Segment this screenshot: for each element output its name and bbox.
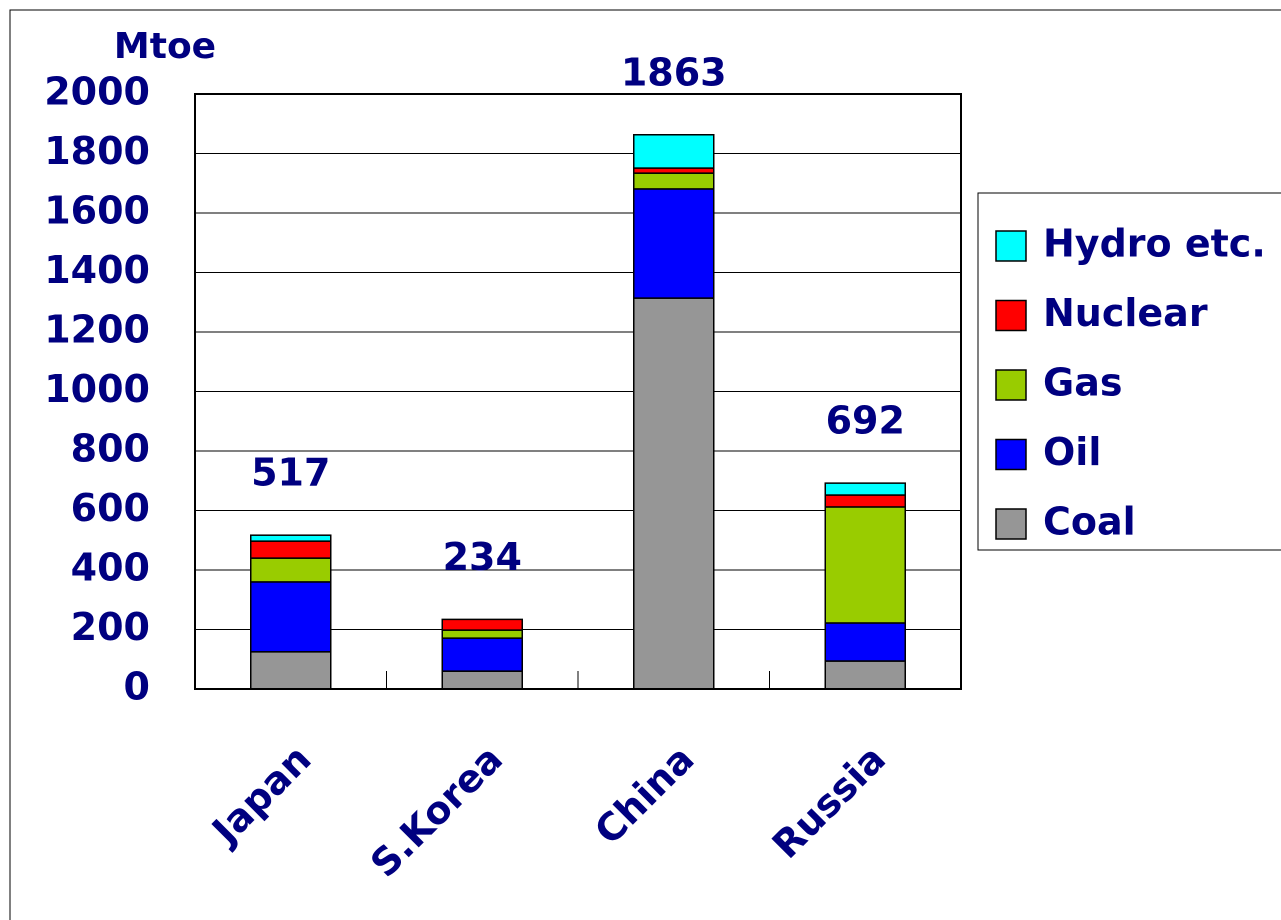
bar-segment (824, 482, 906, 496)
bar-segment (824, 506, 906, 624)
legend-swatch (995, 508, 1027, 540)
bar-segment (633, 172, 715, 190)
bar-segment (250, 540, 332, 559)
y-tick-label: 1800 (44, 129, 150, 173)
plot-frame (194, 93, 962, 690)
y-tick-label: 2000 (44, 70, 150, 114)
legend-box (977, 192, 1281, 551)
y-tick-label: 800 (71, 427, 150, 471)
bar-segment (250, 581, 332, 653)
bar-segment (824, 622, 906, 662)
bar-segment (633, 167, 715, 174)
bar-segment (633, 134, 715, 169)
bar-segment (441, 618, 523, 631)
y-tick-label: 200 (71, 605, 150, 649)
bar-segment (250, 651, 332, 690)
bar-segment (250, 557, 332, 583)
bar-segment (824, 660, 906, 690)
legend-label: Nuclear (1043, 291, 1208, 335)
bar-segment (441, 629, 523, 639)
legend-label: Gas (1043, 361, 1122, 405)
legend-swatch (995, 438, 1027, 471)
bar-segment (250, 534, 332, 542)
total-label: 692 (826, 399, 905, 443)
total-label: 517 (251, 451, 330, 495)
y-tick-label: 1000 (44, 367, 150, 411)
legend-label: Hydro etc. (1043, 222, 1266, 266)
y-tick-label: 0 (124, 665, 150, 709)
bar-segment (441, 670, 523, 690)
legend-swatch (995, 299, 1027, 332)
y-tick-label: 1400 (44, 248, 150, 292)
legend-label: Coal (1043, 500, 1136, 544)
bar-segment (633, 188, 715, 299)
y-axis-label: Mtoe (114, 26, 216, 67)
bar-segment (824, 494, 906, 508)
total-label: 1863 (621, 50, 727, 94)
y-tick-label: 400 (71, 546, 150, 590)
y-tick-label: 1200 (44, 308, 150, 352)
bar-segment (441, 637, 523, 672)
legend-swatch (995, 369, 1027, 401)
bar-segment (633, 297, 715, 690)
legend-swatch (995, 230, 1027, 262)
y-tick-label: 1600 (44, 189, 150, 233)
legend-label: Oil (1043, 430, 1101, 474)
total-label: 234 (443, 535, 522, 579)
y-tick-label: 600 (71, 486, 150, 530)
